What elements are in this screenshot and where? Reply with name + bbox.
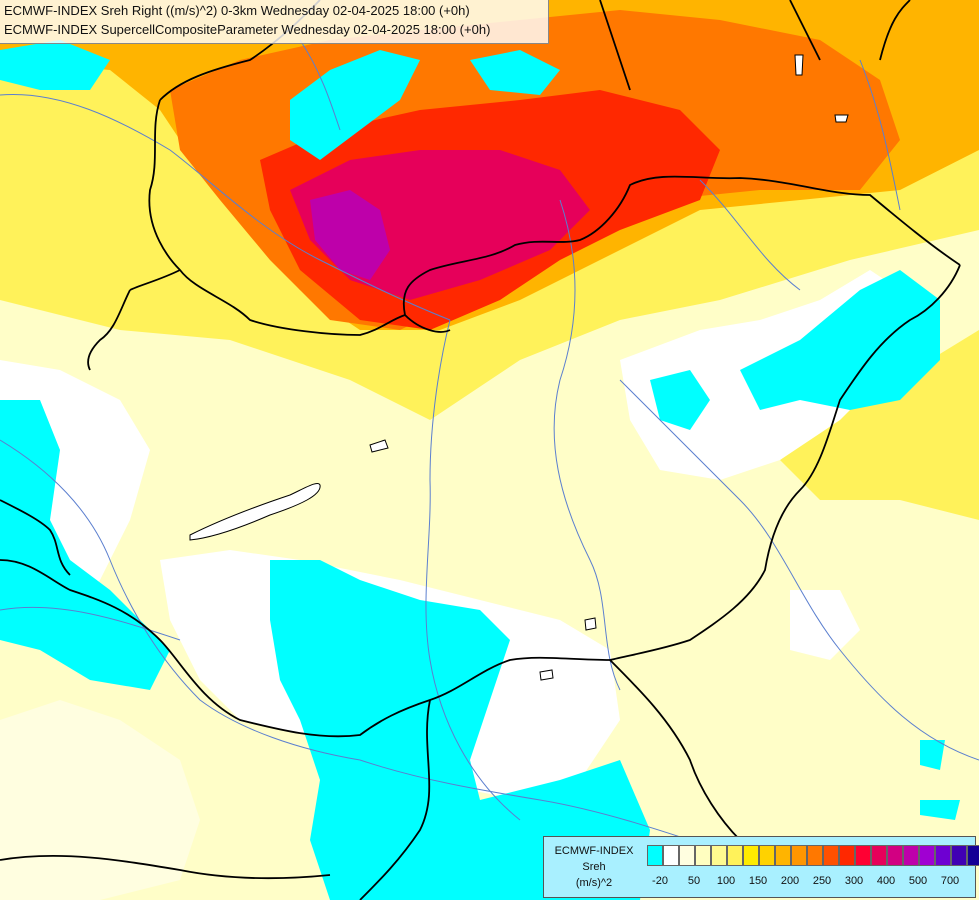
legend-source: ECMWF-INDEX xyxy=(554,845,634,857)
field-magenta xyxy=(310,190,390,280)
legend-swatch xyxy=(903,845,919,866)
legend-swatch xyxy=(935,845,951,866)
legend-swatch xyxy=(775,845,791,866)
legend-swatch xyxy=(759,845,775,866)
legend-unit: (m/s)^2 xyxy=(575,877,613,889)
legend-swatch xyxy=(919,845,935,866)
title-line-2: ECMWF-INDEX SupercellCompositeParameter … xyxy=(4,22,491,37)
lake-balaton xyxy=(189,482,321,541)
legend-swatch xyxy=(807,845,823,866)
legend-swatch xyxy=(663,845,679,866)
field-cyan-north xyxy=(290,50,420,160)
legend-swatch xyxy=(679,845,695,866)
legend-swatch xyxy=(967,845,979,866)
legend-tick-label: 150 xyxy=(748,875,768,887)
legend-tick-label: 400 xyxy=(876,875,896,887)
legend-swatch xyxy=(823,845,839,866)
title-line-1: ECMWF-INDEX Sreh Right ((m/s)^2) 0-3km W… xyxy=(4,3,470,18)
legend-variable: Sreh xyxy=(582,861,606,873)
legend-swatch xyxy=(887,845,903,866)
legend-swatch xyxy=(743,845,759,866)
field-cyan-west xyxy=(0,400,170,690)
legend-swatch xyxy=(727,845,743,866)
chart-title-box: ECMWF-INDEX Sreh Right ((m/s)^2) 0-3km W… xyxy=(0,0,549,44)
legend-tick-label: 100 xyxy=(716,875,736,887)
legend-tick-label: 300 xyxy=(844,875,864,887)
field-cyan-east xyxy=(740,270,940,410)
color-legend: ECMWF-INDEX Sreh (m/s)^2 -20 50 100 150 200 2… xyxy=(543,836,979,898)
legend-tick-label: -20 xyxy=(652,875,668,887)
legend-tick-label: 500 xyxy=(908,875,928,887)
legend-swatch xyxy=(711,845,727,866)
legend-swatch xyxy=(647,845,663,866)
legend-swatch xyxy=(951,845,967,866)
field-cyan-south xyxy=(270,560,650,900)
legend-tick-label: 50 xyxy=(687,875,701,887)
legend-swatch xyxy=(855,845,871,866)
legend-swatch xyxy=(839,845,855,866)
legend-tick-label: 200 xyxy=(780,875,800,887)
rivers xyxy=(0,39,979,851)
legend-swatch xyxy=(871,845,887,866)
legend-tick-label: 250 xyxy=(812,875,832,887)
field-yellow-east xyxy=(780,330,979,520)
legend-tick-label: 700 xyxy=(940,875,960,887)
legend-swatch xyxy=(695,845,711,866)
legend-swatch xyxy=(791,845,807,866)
